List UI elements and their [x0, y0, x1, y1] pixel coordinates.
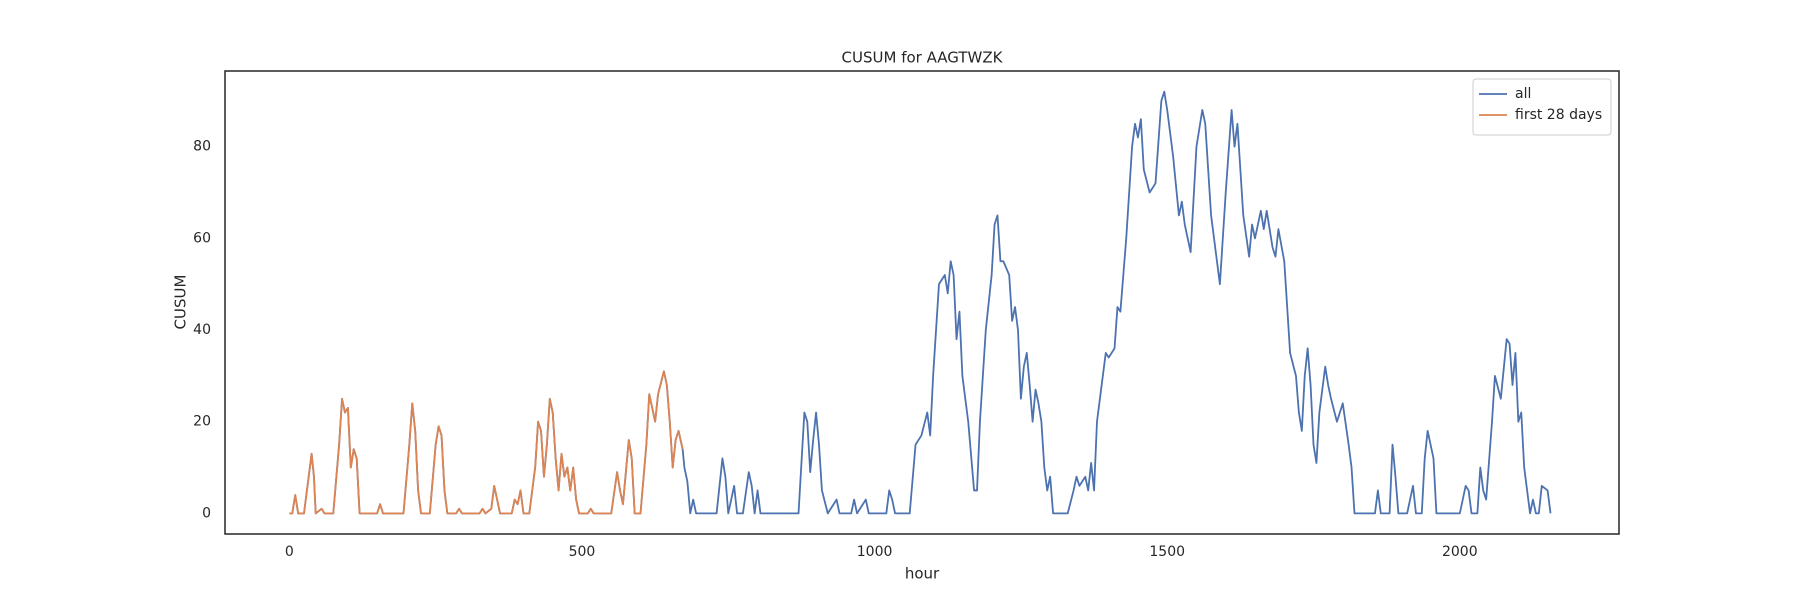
legend-label: all [1515, 86, 1531, 102]
x-axis-label: hour [905, 565, 940, 583]
plot-frame [224, 70, 1620, 535]
line [289, 90, 1552, 515]
legend-box [1472, 78, 1612, 136]
x-tick-label: 500 [569, 544, 596, 560]
x-tick-label: 1500 [1149, 544, 1185, 560]
y-tick-label: 40 [193, 322, 211, 338]
y-tick-label: 60 [193, 230, 211, 246]
y-tick-label: 80 [193, 139, 211, 155]
chart-title: CUSUM for AAGTWZK [842, 49, 1004, 67]
x-tick-label: 1000 [857, 544, 893, 560]
y-tick-label: 20 [193, 414, 211, 430]
x-tick-label: 2000 [1442, 544, 1478, 560]
y-axis-label: CUSUM [172, 275, 190, 330]
x-tick-label: 0 [285, 544, 294, 560]
line [289, 370, 684, 515]
legend-label: first 28 days [1515, 107, 1602, 123]
y-tick-label: 0 [202, 505, 211, 521]
